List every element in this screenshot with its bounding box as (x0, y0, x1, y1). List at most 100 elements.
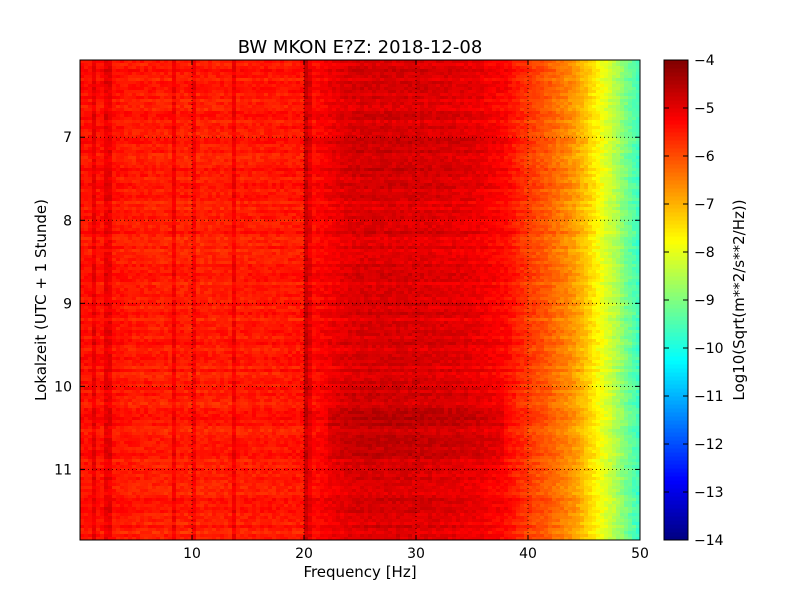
heatmap-cell (176, 72, 181, 76)
heatmap-cell (624, 132, 629, 136)
heatmap-cell (172, 69, 177, 73)
heatmap-cell (636, 135, 641, 139)
heatmap-cell (560, 144, 565, 148)
heatmap-cell (124, 60, 129, 64)
heatmap-cell (324, 156, 329, 160)
heatmap-cell (208, 78, 213, 82)
heatmap-cell (556, 87, 561, 91)
heatmap-cell (216, 159, 221, 163)
heatmap-cell (364, 165, 369, 169)
heatmap-cell (112, 90, 117, 94)
heatmap-cell (120, 159, 125, 163)
heatmap-cell (336, 72, 341, 76)
heatmap-cell (356, 147, 361, 151)
heatmap-cell (232, 129, 237, 133)
heatmap-cell (612, 93, 617, 97)
heatmap-cell (596, 156, 601, 160)
heatmap-cell (188, 120, 193, 124)
heatmap-cell (372, 93, 377, 97)
heatmap-cell (164, 96, 169, 100)
heatmap-cell (256, 69, 261, 73)
heatmap-cell (224, 114, 229, 118)
heatmap-cell (240, 150, 245, 154)
heatmap-cell (576, 150, 581, 154)
heatmap-cell (552, 102, 557, 106)
heatmap-cell (580, 96, 585, 100)
heatmap-cell (368, 159, 373, 163)
heatmap-cell (180, 78, 185, 82)
heatmap-cell (508, 81, 513, 85)
heatmap-cell (616, 93, 621, 97)
heatmap-cell (420, 111, 425, 115)
heatmap-cell (108, 108, 113, 112)
heatmap-cell (404, 120, 409, 124)
heatmap-cell (252, 144, 257, 148)
heatmap-cell (328, 108, 333, 112)
heatmap-cell (276, 99, 281, 103)
heatmap-cell (256, 165, 261, 169)
heatmap-cell (100, 117, 105, 121)
heatmap-cell (512, 150, 517, 154)
heatmap-cell (384, 123, 389, 127)
heatmap-cell (228, 147, 233, 151)
heatmap-cell (364, 153, 369, 157)
heatmap-cell (188, 87, 193, 91)
heatmap-cell (592, 159, 597, 163)
heatmap-cell (516, 159, 521, 163)
heatmap-cell (408, 129, 413, 133)
heatmap-cell (364, 150, 369, 154)
heatmap-cell (420, 87, 425, 91)
heatmap-cell (500, 132, 505, 136)
heatmap-cell (204, 126, 209, 130)
heatmap-cell (188, 63, 193, 67)
heatmap-cell (132, 156, 137, 160)
heatmap-cell (376, 162, 381, 166)
heatmap-cell (584, 156, 589, 160)
heatmap-cell (428, 132, 433, 136)
heatmap-cell (584, 153, 589, 157)
heatmap-cell (160, 141, 165, 145)
heatmap-cell (144, 144, 149, 148)
heatmap-cell (604, 69, 609, 73)
heatmap-cell (564, 144, 569, 148)
heatmap-cell (568, 150, 573, 154)
heatmap-cell (364, 87, 369, 91)
heatmap-cell (552, 111, 557, 115)
heatmap-cell (468, 84, 473, 88)
heatmap-cell (508, 84, 513, 88)
heatmap-cell (204, 66, 209, 70)
heatmap-cell (612, 66, 617, 70)
heatmap-cell (180, 90, 185, 94)
heatmap-cell (608, 75, 613, 79)
heatmap-cell (348, 120, 353, 124)
heatmap-cell (352, 162, 357, 166)
heatmap-cell (148, 135, 153, 139)
heatmap-cell (188, 69, 193, 73)
heatmap-cell (372, 114, 377, 118)
heatmap-cell (272, 93, 277, 97)
heatmap-cell (504, 162, 509, 166)
heatmap-cell (468, 96, 473, 100)
heatmap-cell (492, 147, 497, 151)
heatmap-cell (336, 144, 341, 148)
heatmap-cell (88, 72, 93, 76)
heatmap-cell (84, 162, 89, 166)
heatmap-cell (564, 78, 569, 82)
heatmap-cell (200, 141, 205, 145)
heatmap-cell (232, 144, 237, 148)
heatmap-cell (160, 126, 165, 130)
heatmap-cell (116, 72, 121, 76)
heatmap-cell (564, 141, 569, 145)
heatmap-cell (428, 84, 433, 88)
heatmap-cell (516, 141, 521, 145)
heatmap-cell (216, 72, 221, 76)
heatmap-cell (280, 78, 285, 82)
heatmap-cell (380, 105, 385, 109)
heatmap-cell (140, 162, 145, 166)
heatmap-cell (164, 141, 169, 145)
heatmap-cell (596, 96, 601, 100)
heatmap-cell (228, 156, 233, 160)
heatmap-cell (196, 132, 201, 136)
heatmap-cell (528, 90, 533, 94)
heatmap-cell (208, 72, 213, 76)
